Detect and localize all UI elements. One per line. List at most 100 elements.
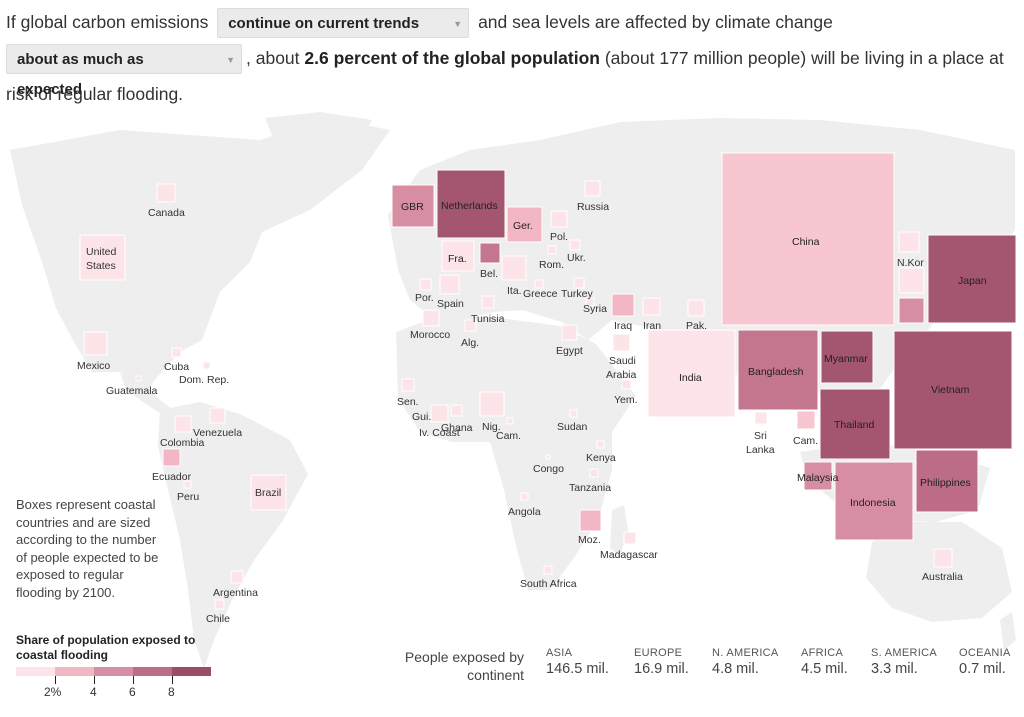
box-indonesia[interactable] xyxy=(834,461,914,541)
box-united-states[interactable] xyxy=(79,234,126,281)
box-romania[interactable] xyxy=(547,245,557,255)
box-malaysia[interactable] xyxy=(803,461,833,491)
label-north-korea: N.Kor xyxy=(897,257,924,269)
box-pakistan[interactable] xyxy=(687,299,705,317)
box-india[interactable] xyxy=(647,329,736,418)
box-nigeria[interactable] xyxy=(479,391,505,417)
box-congo[interactable] xyxy=(545,454,551,460)
box-iraq[interactable] xyxy=(611,293,635,317)
chevron-down-icon: ▼ xyxy=(453,19,463,30)
emissions-scenario-value: continue on current trends xyxy=(228,15,420,33)
box-iran[interactable] xyxy=(642,297,661,316)
box-north-korea[interactable] xyxy=(898,231,920,253)
box-kenya[interactable] xyxy=(596,440,605,449)
box-australia[interactable] xyxy=(933,548,953,568)
explanation-note: Boxes represent coastal countries and ar… xyxy=(16,497,159,600)
label-south-africa: South Africa xyxy=(520,578,577,590)
box-south-africa[interactable] xyxy=(543,565,553,575)
box-guinea[interactable] xyxy=(430,404,449,423)
box-tanzania[interactable] xyxy=(589,468,599,478)
label-congo: Congo xyxy=(533,463,564,475)
box-syria[interactable] xyxy=(585,297,595,307)
box-gbr[interactable] xyxy=(391,184,435,228)
continent-name: S. America xyxy=(871,647,937,659)
label-argentina: Argentina xyxy=(213,587,258,599)
box-south-korea[interactable] xyxy=(898,267,925,294)
label-saudi-1: Saudi xyxy=(609,355,636,367)
box-dom-rep[interactable] xyxy=(202,361,211,370)
box-germany[interactable] xyxy=(506,206,543,243)
label-yemen: Yem. xyxy=(614,394,638,406)
box-taiwan[interactable] xyxy=(898,297,925,324)
box-colombia[interactable] xyxy=(174,415,192,433)
box-peru[interactable] xyxy=(183,480,192,489)
sea-level-scenario-select[interactable]: about as much as expected ▼ xyxy=(6,44,242,98)
label-myanmar: Myanmar xyxy=(824,353,868,365)
box-portugal[interactable] xyxy=(419,278,432,291)
box-mozambique[interactable] xyxy=(579,509,602,532)
box-venezuela[interactable] xyxy=(209,407,226,424)
box-ukraine[interactable] xyxy=(569,239,581,251)
box-senegal[interactable] xyxy=(401,378,415,392)
chevron-down-icon: ▼ xyxy=(226,55,235,66)
box-egypt[interactable] xyxy=(561,324,578,341)
box-italy[interactable] xyxy=(501,255,527,281)
box-japan[interactable] xyxy=(927,234,1017,324)
box-tunisia[interactable] xyxy=(481,295,495,309)
box-madagascar[interactable] xyxy=(623,531,637,545)
box-cuba[interactable] xyxy=(171,347,182,358)
box-netherlands[interactable] xyxy=(436,169,506,239)
label-sri-lanka-1: Sri xyxy=(754,430,767,442)
box-canada[interactable] xyxy=(156,183,176,203)
continent-value: 3.3 mil. xyxy=(871,661,918,677)
box-argentina[interactable] xyxy=(230,570,244,584)
box-bangladesh[interactable] xyxy=(737,329,819,411)
label-china: China xyxy=(792,236,820,248)
box-china[interactable] xyxy=(721,152,895,326)
label-belgium: Bel. xyxy=(480,268,498,280)
continent-name: Asia xyxy=(546,647,573,659)
emissions-scenario-select[interactable]: continue on current trends ▼ xyxy=(217,8,470,39)
legend-swatch-1 xyxy=(16,667,55,676)
label-poland: Pol. xyxy=(550,231,568,243)
box-ecuador[interactable] xyxy=(162,448,181,467)
box-greece[interactable] xyxy=(534,279,544,289)
label-angola: Angola xyxy=(508,506,541,518)
greenland-land xyxy=(265,112,372,176)
box-vietnam[interactable] xyxy=(893,330,1013,450)
box-saudi-arabia[interactable] xyxy=(612,333,631,352)
box-russia[interactable] xyxy=(584,180,601,197)
label-indonesia: Indonesia xyxy=(850,497,896,509)
label-germany: Ger. xyxy=(513,220,533,232)
box-algeria[interactable] xyxy=(464,319,477,332)
box-yemen[interactable] xyxy=(621,379,632,390)
box-angola[interactable] xyxy=(520,492,529,501)
box-cameroon[interactable] xyxy=(506,417,514,425)
box-chile[interactable] xyxy=(214,599,225,610)
box-turkey[interactable] xyxy=(573,277,585,289)
box-morocco[interactable] xyxy=(422,309,440,327)
legend-tick-label-3: 6 xyxy=(129,685,136,699)
central-america-land xyxy=(120,372,176,418)
box-cambodia[interactable] xyxy=(796,410,816,430)
label-sri-lanka-2: Lanka xyxy=(746,444,775,456)
box-myanmar[interactable] xyxy=(820,330,874,384)
box-thailand[interactable] xyxy=(819,388,891,460)
label-ivory-coast: Iv. Coast xyxy=(419,427,460,439)
box-guatemala[interactable] xyxy=(135,375,142,382)
box-philippines[interactable] xyxy=(915,449,979,513)
box-sri-lanka[interactable] xyxy=(754,411,768,425)
box-poland[interactable] xyxy=(550,210,568,228)
box-belgium[interactable] xyxy=(479,242,501,264)
box-mexico[interactable] xyxy=(83,331,108,356)
label-iraq: Iraq xyxy=(614,320,632,332)
box-france[interactable] xyxy=(441,240,475,272)
label-egypt: Egypt xyxy=(556,345,583,357)
label-greece: Greece xyxy=(523,288,558,300)
box-ivory-coast[interactable] xyxy=(450,404,463,417)
continent-value: 4.5 mil. xyxy=(801,661,848,677)
box-brazil[interactable] xyxy=(250,474,287,511)
label-philippines: Philippines xyxy=(920,477,971,489)
box-sudan[interactable] xyxy=(569,409,578,418)
box-spain[interactable] xyxy=(439,274,460,295)
